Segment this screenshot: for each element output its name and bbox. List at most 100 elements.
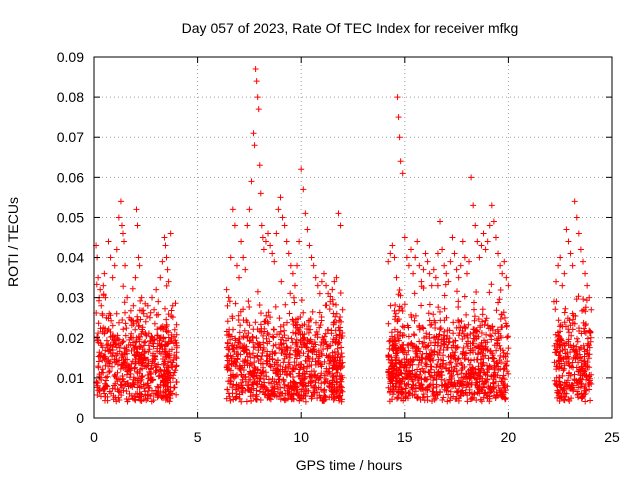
data-point <box>459 238 466 245</box>
data-point <box>306 242 313 249</box>
plot-frame <box>93 56 613 419</box>
data-point <box>291 282 298 289</box>
data-point <box>260 246 267 253</box>
data-point <box>255 106 262 113</box>
data-point <box>575 230 582 237</box>
data-point <box>505 282 512 289</box>
data-point <box>159 258 166 265</box>
data-point <box>412 254 419 261</box>
data-point <box>173 342 180 349</box>
data-point <box>246 206 253 213</box>
data-point <box>476 254 483 261</box>
data-point <box>339 306 346 313</box>
data-point <box>161 234 168 241</box>
data-point <box>468 174 475 181</box>
data-point <box>420 266 427 273</box>
data-point <box>418 278 425 285</box>
data-point <box>252 66 259 73</box>
data-point <box>397 158 404 165</box>
data-point <box>169 302 176 309</box>
data-point <box>385 258 392 265</box>
data-point <box>391 254 398 261</box>
data-point <box>236 274 243 281</box>
data-point <box>120 230 127 237</box>
data-point <box>163 254 170 261</box>
data-point <box>277 194 284 201</box>
data-point <box>486 222 493 229</box>
data-point <box>149 294 156 301</box>
data-point <box>300 186 307 193</box>
data-point <box>151 306 158 313</box>
y-tick-label: 0.04 <box>57 250 84 266</box>
data-point <box>99 310 106 317</box>
data-point <box>474 238 481 245</box>
axes: 0 0.01 0.02 0.03 0.04 0.05 0.06 0.07 0.08 0.09 0 5 1… <box>57 49 620 445</box>
data-point <box>316 290 323 297</box>
data-point <box>118 222 125 229</box>
x-tick-label: 15 <box>397 429 413 445</box>
data-point <box>95 274 102 281</box>
data-point <box>157 274 164 281</box>
data-point <box>265 230 272 237</box>
data-point <box>320 270 327 277</box>
data-point <box>238 238 245 245</box>
data-point <box>569 262 576 269</box>
data-point <box>130 302 137 309</box>
data-point <box>248 178 255 185</box>
data-point <box>470 202 477 209</box>
y-axis-label: ROTI / TECUs <box>5 197 21 287</box>
data-point <box>441 262 448 269</box>
data-point <box>395 114 402 121</box>
data-point <box>424 258 431 265</box>
data-point <box>289 270 296 277</box>
data-point <box>227 254 234 261</box>
data-point <box>165 278 172 285</box>
data-point <box>105 238 112 245</box>
data-point <box>335 210 342 217</box>
data-point <box>563 226 570 233</box>
data-point <box>223 286 230 293</box>
data-point <box>408 246 415 253</box>
data-point <box>482 246 489 253</box>
data-point <box>244 222 251 229</box>
data-point <box>262 238 269 245</box>
data-point <box>501 258 508 265</box>
y-tick-label: 0.08 <box>57 89 84 105</box>
data-point <box>445 278 452 285</box>
data-point <box>279 214 286 221</box>
data-point <box>439 246 446 253</box>
data-point <box>565 238 572 245</box>
data-point <box>136 262 143 269</box>
noise-band <box>93 278 595 405</box>
data-point <box>254 94 261 101</box>
data-point <box>586 294 593 301</box>
data-point <box>463 270 470 277</box>
data-point <box>401 234 408 241</box>
data-point <box>399 170 406 177</box>
x-axis-label: GPS time / hours <box>296 457 403 473</box>
data-point <box>432 274 439 281</box>
data-point <box>410 270 417 277</box>
data-point <box>258 222 265 229</box>
data-point <box>387 250 394 257</box>
data-point <box>167 230 174 237</box>
data-points <box>93 66 595 349</box>
data-point <box>577 246 584 253</box>
data-point <box>329 286 336 293</box>
data-point <box>98 302 105 309</box>
data-point <box>102 294 109 301</box>
data-point <box>128 334 135 341</box>
data-point <box>422 250 429 257</box>
data-point <box>579 258 586 265</box>
data-point <box>273 230 280 237</box>
data-point <box>109 274 116 281</box>
data-point <box>115 214 122 221</box>
data-point <box>97 286 104 293</box>
data-point <box>229 206 236 213</box>
data-point <box>111 262 118 269</box>
data-point <box>231 222 238 229</box>
data-point <box>287 262 294 269</box>
data-point <box>257 190 264 197</box>
data-point <box>294 262 301 269</box>
